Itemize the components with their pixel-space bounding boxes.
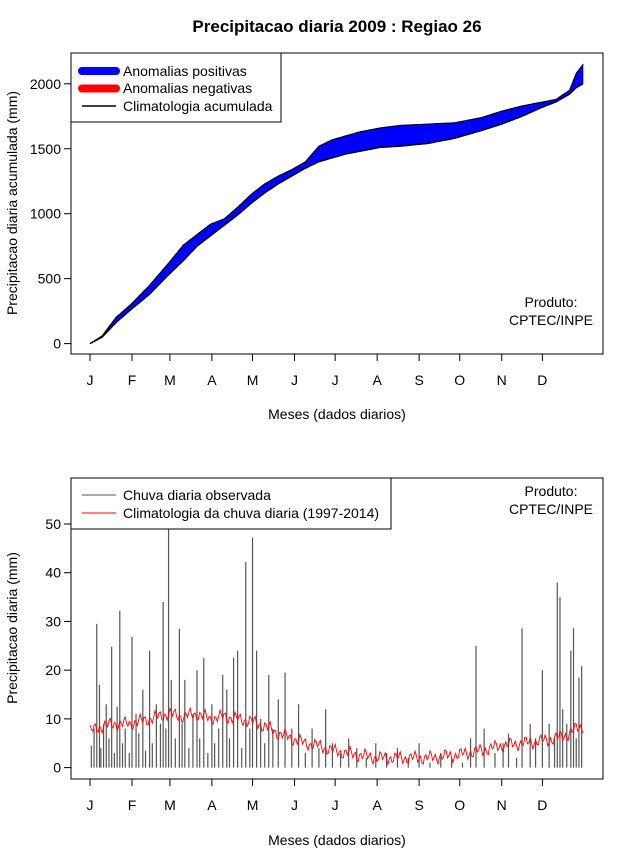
x-tick-label-month: M xyxy=(247,372,259,388)
bottom-legend: Chuva diaria observada Climatologia da c… xyxy=(70,477,392,530)
x-tick-label-month: O xyxy=(454,372,465,388)
x-tick-label-month: J xyxy=(332,372,339,388)
y-tick-label: 20 xyxy=(45,662,61,678)
x-tick-label-month: A xyxy=(207,372,217,388)
x-tick-label-month: F xyxy=(128,372,137,388)
bottom-legend-box xyxy=(70,477,392,530)
bottom-x-axis-label: Meses (dados diarios) xyxy=(268,832,406,848)
y-tick-label: 30 xyxy=(45,613,61,629)
x-tick-label-month: M xyxy=(247,797,259,813)
x-tick-label-month: J xyxy=(332,797,339,813)
climatology-accumulated-line xyxy=(89,83,584,345)
legend-label-observed: Chuva diaria observada xyxy=(123,487,271,503)
x-tick-label-month: O xyxy=(454,797,465,813)
y-tick-label: 50 xyxy=(45,516,61,532)
x-tick-label-month: J xyxy=(87,372,94,388)
y-tick-label: 40 xyxy=(45,565,61,581)
x-tick-label-month: A xyxy=(372,797,382,813)
legend-label-positive: Anomalias positivas xyxy=(123,63,247,79)
y-tick-label: 0 xyxy=(53,336,61,352)
bottom-y-axis-label: Precipitacao diaria (mm) xyxy=(4,552,20,704)
x-tick-label-month: A xyxy=(207,797,217,813)
top-product-label: Produto: xyxy=(525,294,578,310)
top-plot-data xyxy=(89,63,584,345)
chart-title: Precipitacao diaria 2009 : Regiao 26 xyxy=(192,17,481,36)
x-tick-label-month: M xyxy=(164,372,176,388)
x-tick-label-month: S xyxy=(414,372,423,388)
top-product-source: CPTEC/INPE xyxy=(509,312,593,328)
y-tick-label: 1500 xyxy=(30,141,61,157)
y-tick-label: 2000 xyxy=(30,76,61,92)
x-tick-label-month: F xyxy=(128,797,137,813)
climatology-daily-line xyxy=(89,706,584,767)
top-y-axis: 0 500 1000 1500 2000 xyxy=(30,76,72,352)
legend-label-climatology: Climatologia acumulada xyxy=(123,98,273,114)
x-tick-label-month: J xyxy=(87,797,94,813)
y-tick-label: 10 xyxy=(45,711,61,727)
y-tick-label: 0 xyxy=(53,760,61,776)
top-legend: Anomalias positivas Anomalias negativas … xyxy=(70,52,282,123)
legend-label-negative: Anomalias negativas xyxy=(123,80,252,96)
observed-accumulated-line xyxy=(89,64,584,345)
x-tick-label-month: S xyxy=(414,797,423,813)
x-tick-label-month: M xyxy=(164,797,176,813)
bottom-y-axis: 0 10 20 30 40 50 xyxy=(45,516,72,776)
top-y-axis-label: Precipitacao diaria acumulada (mm) xyxy=(4,91,20,315)
legend-label-climatology-daily: Climatologia da chuva diaria (1997-2014) xyxy=(123,505,379,521)
x-tick-label-month: N xyxy=(497,372,507,388)
y-tick-label: 1000 xyxy=(30,206,61,222)
x-tick-label-month: N xyxy=(497,797,507,813)
top-x-axis-label: Meses (dados diarios) xyxy=(268,406,406,422)
x-tick-label-month: D xyxy=(537,372,547,388)
bottom-plot-data xyxy=(89,524,584,768)
x-tick-label-month: J xyxy=(291,372,298,388)
y-tick-label: 500 xyxy=(38,271,62,287)
x-tick-label-month: A xyxy=(372,372,382,388)
x-tick-label-month: D xyxy=(537,797,547,813)
bottom-product-source: CPTEC/INPE xyxy=(509,501,593,517)
bottom-product-label: Produto: xyxy=(525,483,578,499)
x-tick-label-month: J xyxy=(291,797,298,813)
